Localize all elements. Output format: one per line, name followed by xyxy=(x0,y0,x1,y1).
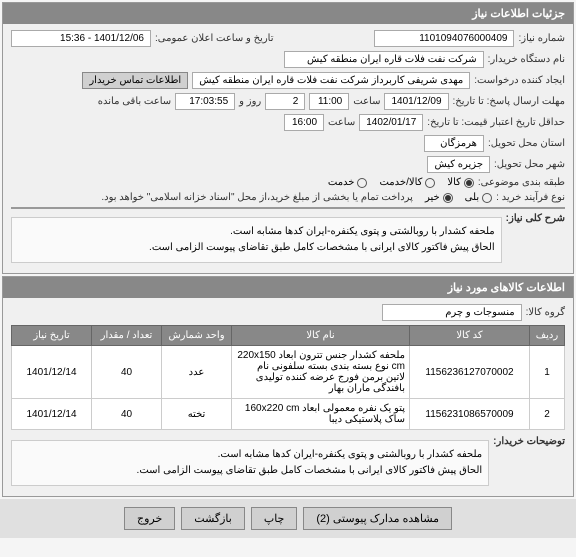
footer-buttons: مشاهده مدارک پیوستی (2) چاپ بازگشت خروج xyxy=(0,499,576,538)
description-box: ملحفه کشدار با روبالشتی و پتوی یکنفره-ای… xyxy=(11,217,502,263)
table-header-row: ردیف کد کالا نام کالا واحد شمارش تعداد /… xyxy=(12,326,565,346)
radio-service-label: خدمت xyxy=(328,177,355,188)
pub-date-field: 1401/12/06 - 15:36 xyxy=(11,30,151,47)
cell-code: 1156236127070002 xyxy=(410,346,530,399)
radio-icon xyxy=(357,178,367,188)
process-text: پرداخت تمام یا بخشی از مبلغ خرید،از محل … xyxy=(101,192,413,203)
table-row[interactable]: 21156231086570009پتو یک نفره معمولی ابعا… xyxy=(12,399,565,430)
col-code: کد کالا xyxy=(410,326,530,346)
items-table: ردیف کد کالا نام کالا واحد شمارش تعداد /… xyxy=(11,325,565,430)
radio-goods-service[interactable]: کالا/خدمت xyxy=(379,177,435,188)
col-name: نام کالا xyxy=(232,326,410,346)
radio-icon xyxy=(482,193,492,203)
desc-line1: ملحفه کشدار با روبالشتی و پتوی یکنفره-ای… xyxy=(18,224,495,240)
desc-line2: الحاق پیش فاکتور کالای ایرانی با مشخصات … xyxy=(18,240,495,256)
remaining-label: ساعت باقی مانده xyxy=(98,96,171,107)
cell-unit: تخته xyxy=(162,399,232,430)
buyer-label: نام دستگاه خریدار: xyxy=(488,54,565,65)
cell-name: پتو یک نفره معمولی ابعاد 160x220 cm ساک … xyxy=(232,399,410,430)
province-label: استان محل تحویل: xyxy=(488,138,565,149)
col-qty: تعداد / مقدار xyxy=(92,326,162,346)
cell-n: 2 xyxy=(530,399,565,430)
cell-name: ملحفه کشدار جنس تترون ابعاد 220x150 cm ن… xyxy=(232,346,410,399)
countdown-field: 17:03:55 xyxy=(175,93,235,110)
cell-n: 1 xyxy=(530,346,565,399)
table-row[interactable]: 11156236127070002ملحفه کشدار جنس تترون ا… xyxy=(12,346,565,399)
cell-code: 1156231086570009 xyxy=(410,399,530,430)
days-field: 2 xyxy=(265,93,305,110)
panel2-header: اطلاعات کالاهای مورد نیاز xyxy=(3,277,573,298)
notes-box: ملحفه کشدار با روبالشتی و پتوی یکنفره-ای… xyxy=(11,440,489,486)
notes-label: توضیحات خریدار: xyxy=(493,436,565,447)
attachments-button[interactable]: مشاهده مدارک پیوستی (2) xyxy=(303,507,452,530)
validity-label: حداقل تاریخ اعتبار قیمت: تا تاریخ: xyxy=(427,117,565,128)
process-radio-group: بلی خیر xyxy=(425,192,492,203)
category-label: طبقه بندی موضوعی: xyxy=(478,177,565,188)
contact-buyer-button[interactable]: اطلاعات تماس خریدار xyxy=(82,72,188,89)
panel2-body: گروه کالا: منسوجات و چرم ردیف کد کالا نا… xyxy=(3,298,573,496)
day-label: روز و xyxy=(239,96,261,107)
radio-icon xyxy=(464,178,474,188)
exit-button[interactable]: خروج xyxy=(124,507,175,530)
requester-label: ایجاد کننده درخواست: xyxy=(474,75,565,86)
notes-line2: الحاق پیش فاکتور کالای ایرانی با مشخصات … xyxy=(18,463,482,479)
need-no-field: 1101094076000409 xyxy=(374,30,514,47)
cell-qty: 40 xyxy=(92,346,162,399)
cell-unit: عدد xyxy=(162,346,232,399)
process-label: نوع فرآیند خرید : xyxy=(496,192,565,203)
city-field: جزیره کیش xyxy=(427,156,490,173)
validity-time-field: 16:00 xyxy=(284,114,324,131)
buyer-field: شرکت نفت فلات قاره ایران منطقه کیش xyxy=(284,51,484,68)
items-panel: اطلاعات کالاهای مورد نیاز گروه کالا: منس… xyxy=(2,276,574,497)
radio-icon xyxy=(425,178,435,188)
requester-field: مهدی شریفی کاربرداز شرکت نفت فلات قاره ا… xyxy=(192,72,470,89)
deadline-date-field: 1401/12/09 xyxy=(384,93,448,110)
deadline-label: مهلت ارسال پاسخ: تا تاریخ: xyxy=(453,96,565,107)
city-label: شهر محل تحویل: xyxy=(494,159,565,170)
radio-goods-label: کالا xyxy=(447,177,461,188)
col-date: تاریخ نیاز xyxy=(12,326,92,346)
radio-gs-label: کالا/خدمت xyxy=(379,177,422,188)
desc-label: شرح کلی نیاز: xyxy=(506,213,565,224)
province-field: هرمزگان xyxy=(424,135,484,152)
cell-qty: 40 xyxy=(92,399,162,430)
validity-date-field: 1402/01/17 xyxy=(359,114,423,131)
cell-date: 1401/12/14 xyxy=(12,399,92,430)
panel1-header: جزئیات اطلاعات نیاز xyxy=(3,3,573,24)
radio-goods[interactable]: کالا xyxy=(447,177,474,188)
category-radio-group: کالا کالا/خدمت خدمت xyxy=(328,177,474,188)
time-label-1: ساعت xyxy=(353,96,380,107)
radio-no[interactable]: خیر xyxy=(425,192,453,203)
divider xyxy=(11,207,565,209)
group-field: منسوجات و چرم xyxy=(382,304,522,321)
print-button[interactable]: چاپ xyxy=(251,507,298,530)
deadline-time-field: 11:00 xyxy=(309,93,349,110)
pub-date-label: تاریخ و ساعت اعلان عمومی: xyxy=(155,33,274,44)
radio-yes-label: بلی xyxy=(465,192,479,203)
back-button[interactable]: بازگشت xyxy=(181,507,245,530)
radio-no-label: خیر xyxy=(425,192,440,203)
radio-icon xyxy=(443,193,453,203)
need-no-label: شماره نیاز: xyxy=(518,33,565,44)
time-label-2: ساعت xyxy=(328,117,355,128)
cell-date: 1401/12/14 xyxy=(12,346,92,399)
group-label: گروه کالا: xyxy=(526,307,565,318)
panel1-body: شماره نیاز: 1101094076000409 تاریخ و ساع… xyxy=(3,24,573,273)
notes-line1: ملحفه کشدار با روبالشتی و پتوی یکنفره-ای… xyxy=(18,447,482,463)
need-details-panel: جزئیات اطلاعات نیاز شماره نیاز: 11010940… xyxy=(2,2,574,274)
col-unit: واحد شمارش xyxy=(162,326,232,346)
radio-yes[interactable]: بلی xyxy=(465,192,492,203)
radio-service[interactable]: خدمت xyxy=(328,177,368,188)
col-row: ردیف xyxy=(530,326,565,346)
